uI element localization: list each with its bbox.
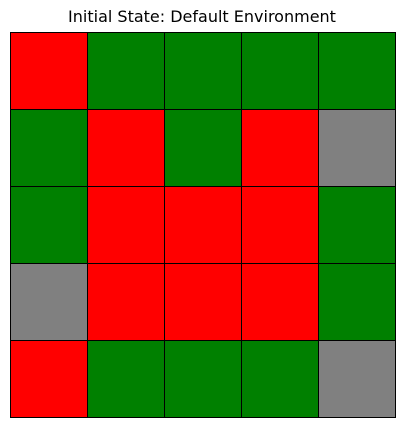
- grid-cell-red: [87, 263, 164, 340]
- grid-cell-green: [10, 109, 87, 186]
- grid-cell-green: [241, 32, 318, 109]
- grid-board: [10, 32, 396, 418]
- grid-cell-green: [318, 263, 395, 340]
- grid-cell-red: [10, 32, 87, 109]
- grid-cell-green: [87, 32, 164, 109]
- grid-cell-green: [318, 186, 395, 263]
- grid-cell-red: [164, 263, 241, 340]
- grid-cell-green: [164, 340, 241, 417]
- grid-cell-red: [241, 109, 318, 186]
- grid-cell-red: [164, 186, 241, 263]
- grid-cell-gray: [10, 263, 87, 340]
- page-title: Initial State: Default Environment: [68, 7, 336, 26]
- grid-cell-green: [164, 32, 241, 109]
- grid-cell-red: [241, 186, 318, 263]
- grid-cell-gray: [318, 109, 395, 186]
- grid-cell-red: [87, 186, 164, 263]
- grid-cell-red: [87, 109, 164, 186]
- grid-cell-green: [318, 32, 395, 109]
- grid-cell-green: [10, 186, 87, 263]
- grid-cell-gray: [318, 340, 395, 417]
- grid-cell-green: [164, 109, 241, 186]
- grid-cell-red: [241, 263, 318, 340]
- grid-cell-green: [241, 340, 318, 417]
- grid-cell-red: [10, 340, 87, 417]
- grid-cell-green: [87, 340, 164, 417]
